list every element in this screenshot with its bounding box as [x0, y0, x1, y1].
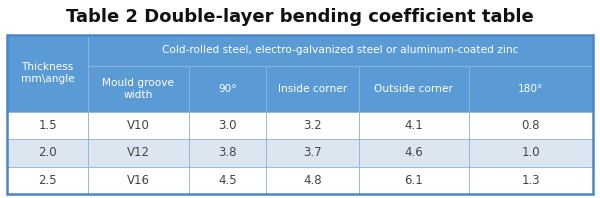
Text: 4.5: 4.5	[218, 174, 236, 187]
Text: Cold-rolled steel, electro-galvanized steel or aluminum-coated zinc: Cold-rolled steel, electro-galvanized st…	[162, 45, 518, 55]
Bar	[469, 112, 593, 139]
Text: Thickness
mm\angle: Thickness mm\angle	[21, 62, 74, 84]
Bar	[7, 112, 88, 139]
Text: 180°: 180°	[518, 84, 544, 94]
Text: 3.7: 3.7	[303, 147, 322, 159]
Bar	[469, 66, 593, 112]
Bar	[7, 139, 88, 167]
Text: V16: V16	[127, 174, 150, 187]
Text: 4.1: 4.1	[404, 119, 423, 132]
Text: V12: V12	[127, 147, 150, 159]
Text: Mould groove
width: Mould groove width	[103, 78, 175, 100]
Bar	[266, 112, 359, 139]
Bar	[189, 66, 266, 112]
Text: 1.3: 1.3	[521, 174, 540, 187]
Text: Inside corner: Inside corner	[278, 84, 347, 94]
Text: 3.8: 3.8	[218, 147, 236, 159]
Bar	[189, 167, 266, 194]
Bar	[266, 66, 359, 112]
Text: V10: V10	[127, 119, 150, 132]
Bar	[359, 112, 469, 139]
Bar	[189, 112, 266, 139]
Text: 0.8: 0.8	[521, 119, 540, 132]
Text: 6.1: 6.1	[404, 174, 423, 187]
Text: 2.0: 2.0	[38, 147, 57, 159]
Text: 1.5: 1.5	[38, 119, 57, 132]
Text: 2.5: 2.5	[38, 174, 57, 187]
Bar	[88, 139, 189, 167]
Text: 1.0: 1.0	[521, 147, 540, 159]
Bar	[7, 35, 88, 112]
Bar	[7, 167, 88, 194]
Text: 3.2: 3.2	[303, 119, 322, 132]
Bar	[88, 66, 189, 112]
Bar	[469, 139, 593, 167]
Text: Table 2 Double-layer bending coefficient table: Table 2 Double-layer bending coefficient…	[66, 8, 534, 26]
Text: 4.8: 4.8	[303, 174, 322, 187]
Bar	[88, 112, 189, 139]
Bar	[359, 167, 469, 194]
Bar	[189, 139, 266, 167]
Bar	[88, 167, 189, 194]
Bar	[7, 35, 593, 194]
Bar	[266, 139, 359, 167]
Bar	[88, 35, 593, 66]
Bar	[359, 66, 469, 112]
Text: 3.0: 3.0	[218, 119, 236, 132]
Bar	[359, 139, 469, 167]
Text: 90°: 90°	[218, 84, 236, 94]
Text: Outside corner: Outside corner	[374, 84, 453, 94]
Text: 4.6: 4.6	[404, 147, 423, 159]
Bar	[469, 167, 593, 194]
Bar	[266, 167, 359, 194]
